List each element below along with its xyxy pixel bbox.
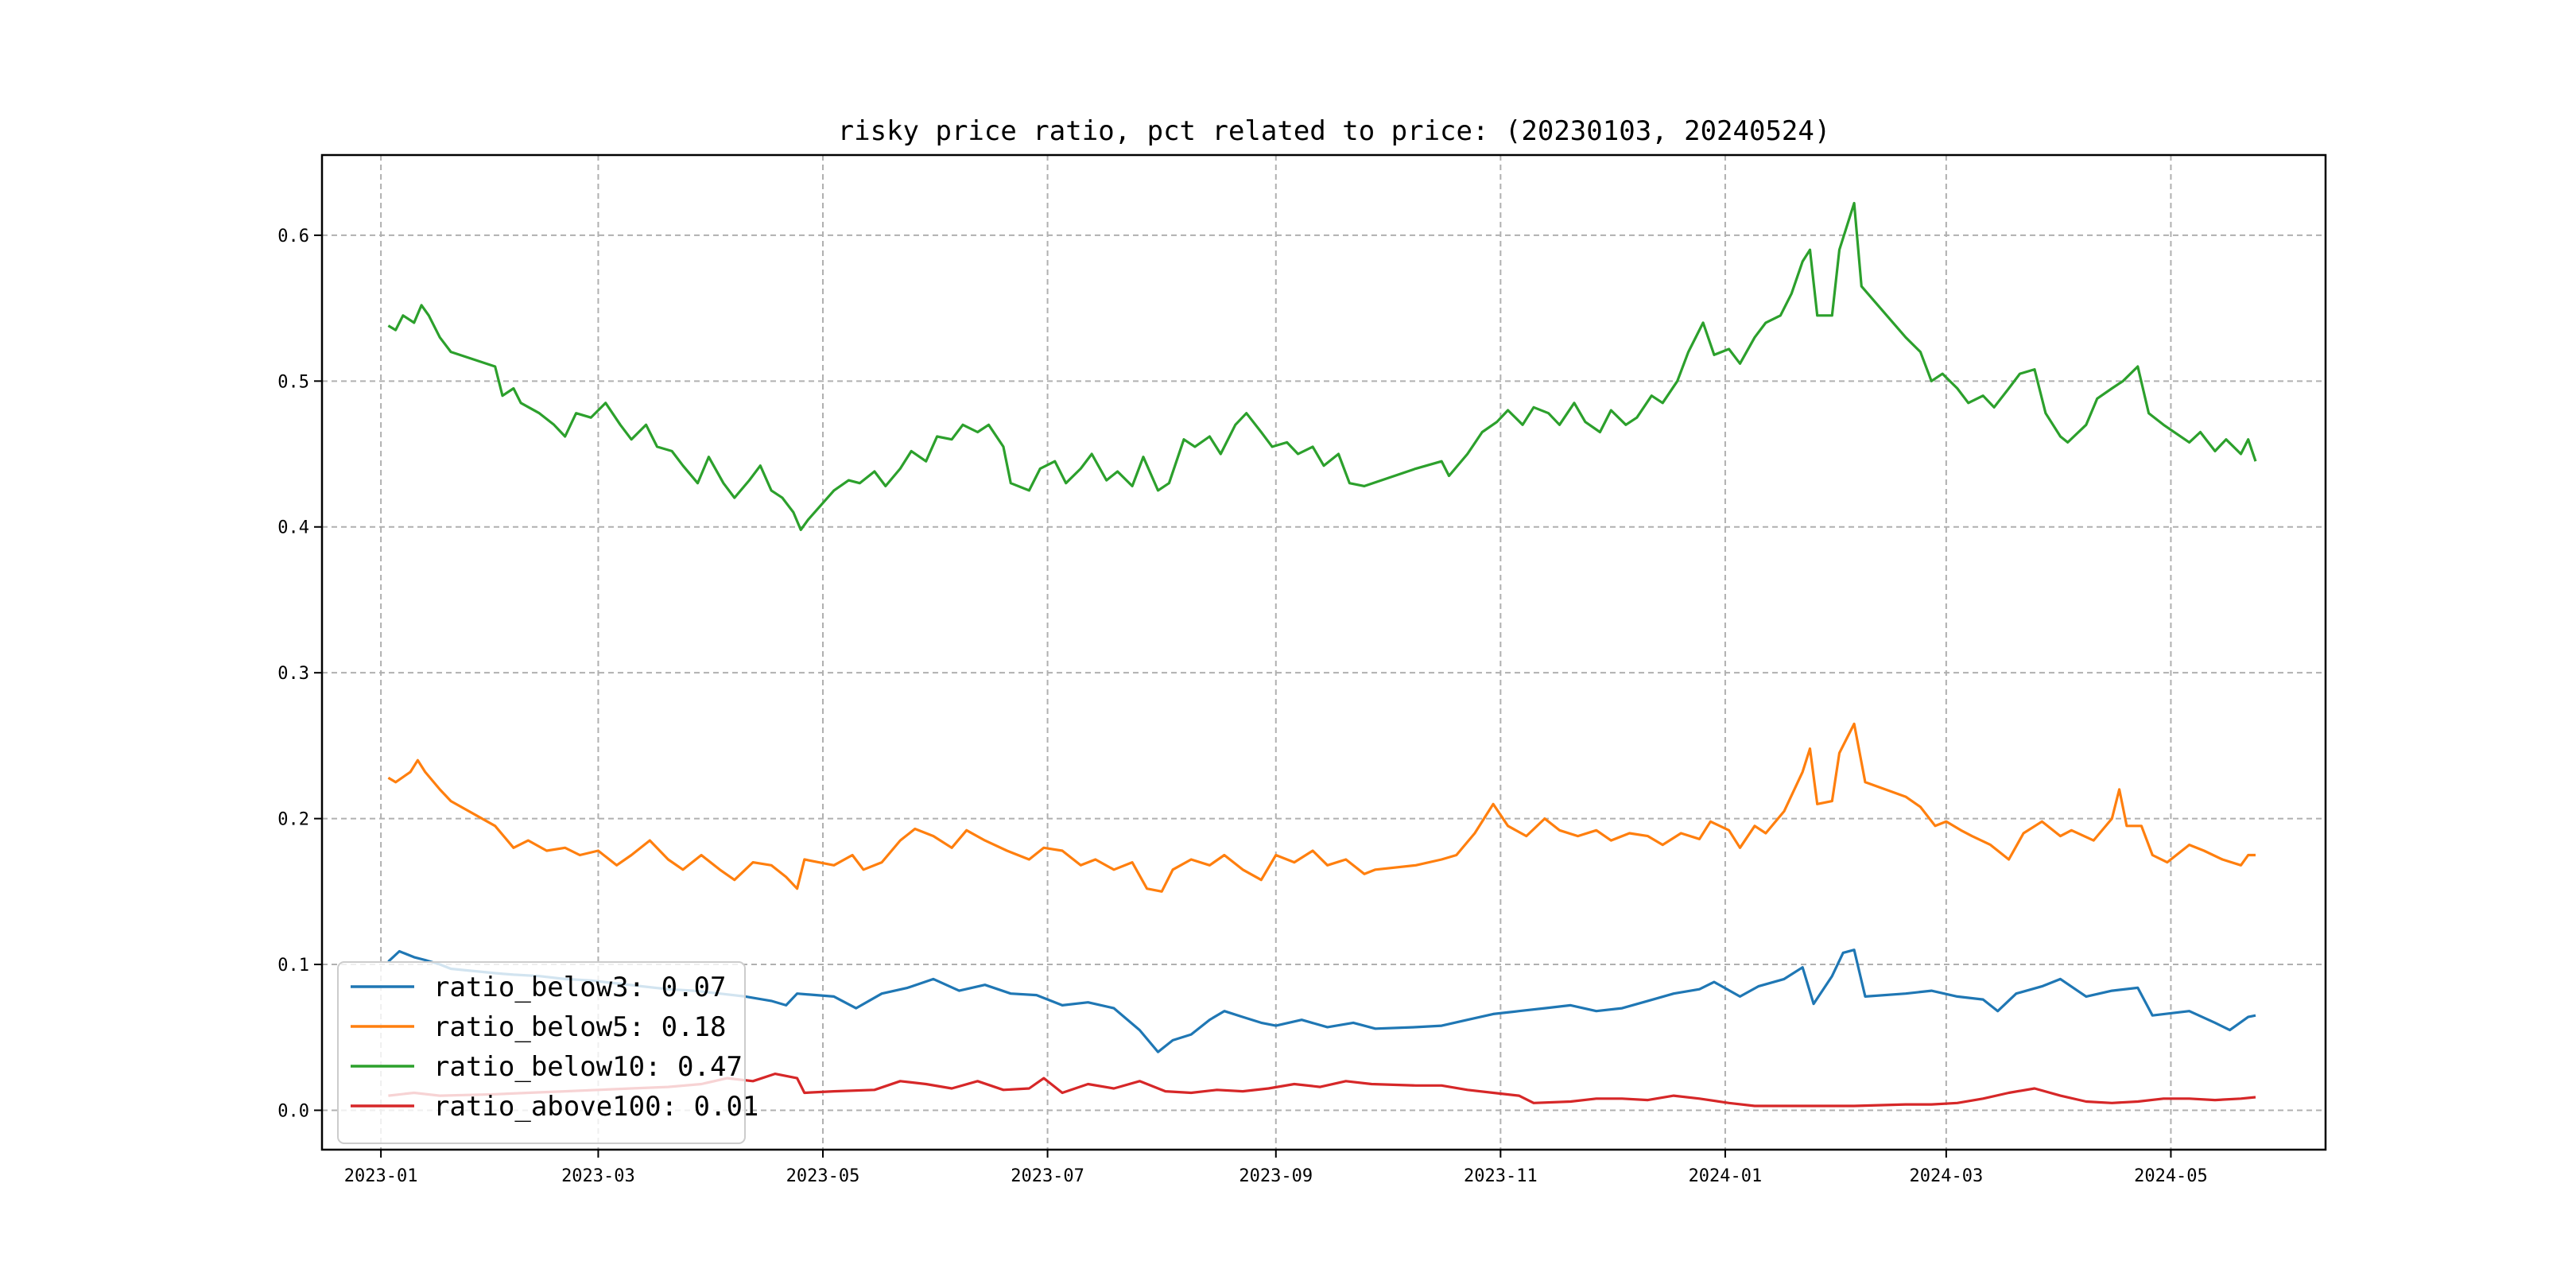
y-tick-label: 0.3	[277, 664, 309, 684]
series-line-3	[387, 201, 2257, 532]
series-line-4	[388, 1072, 2256, 1108]
y-tick-label: 0.1	[277, 956, 309, 976]
axis-ticks: 2023-01 2023-03 2023-05 2023-07 2023-09 2023-…	[277, 227, 2208, 1186]
x-tick-label: 2024-01	[1689, 1166, 1763, 1186]
x-tick-label: 2023-11	[1464, 1166, 1538, 1186]
x-tick-label: 2023-09	[1239, 1166, 1313, 1186]
legend-entry-4: ratio_above100: 0.01	[433, 1091, 758, 1123]
y-tick-label: 0.4	[277, 518, 309, 538]
x-tick-label: 2023-07	[1011, 1166, 1084, 1186]
legend-entry-2: ratio_below5: 0.18	[433, 1011, 726, 1043]
x-tick-label: 2023-05	[786, 1166, 860, 1186]
y-tick-label: 0.6	[277, 227, 309, 246]
legend-entry-1: ratio_below3: 0.07	[433, 972, 726, 1003]
y-tick-label: 0.2	[277, 810, 309, 830]
x-tick-label: 2023-03	[561, 1166, 635, 1186]
x-tick-label: 2023-01	[344, 1166, 418, 1186]
legend-frame	[337, 961, 746, 1144]
plot-area-frame	[320, 153, 2327, 1151]
y-tick-label: 0.0	[277, 1101, 309, 1121]
legend: ratio_below3: 0.07 ratio_below5: 0.18 rati…	[337, 961, 758, 1144]
x-tick-label: 2024-05	[2134, 1166, 2208, 1186]
legend-entry-3: ratio_below10: 0.47	[433, 1051, 743, 1083]
series-line-2	[387, 722, 2256, 893]
chart-title: risky price ratio, pct related to price:…	[838, 115, 1831, 147]
x-tick-label: 2024-03	[1910, 1166, 1984, 1186]
y-tick-label: 0.5	[277, 372, 309, 392]
